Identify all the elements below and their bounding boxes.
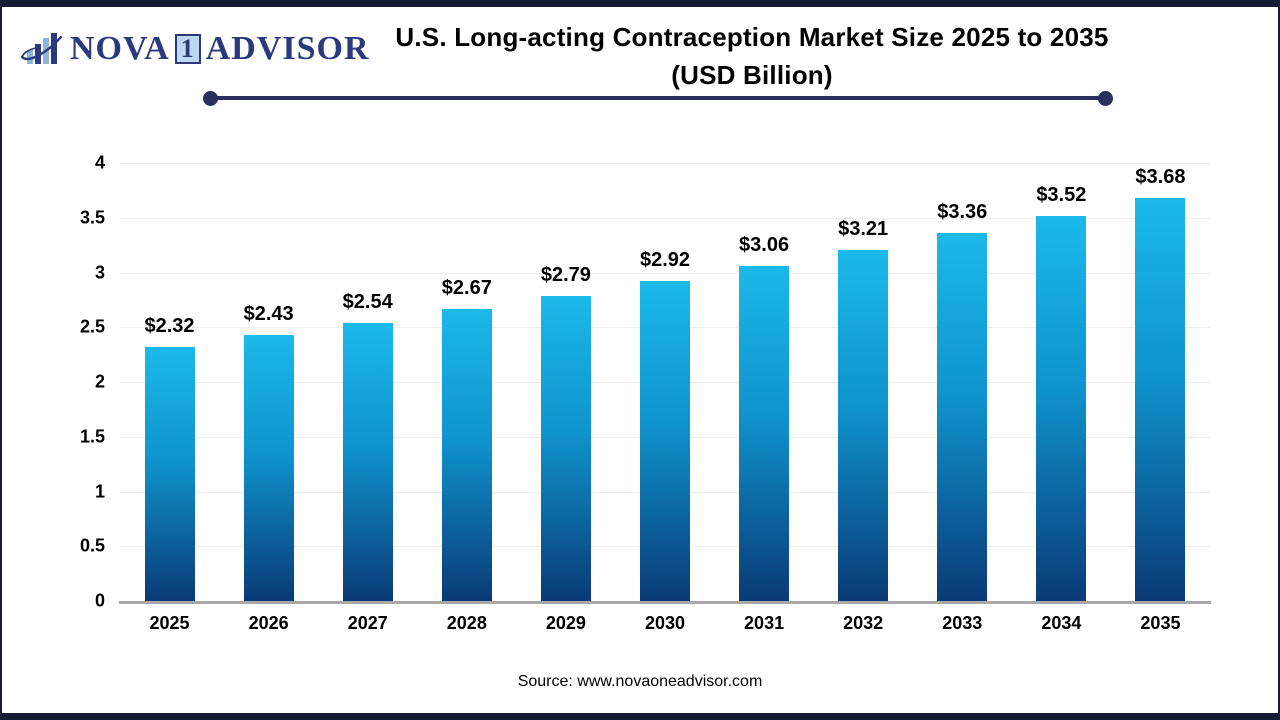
brand-name-prefix: NOVA bbox=[70, 30, 170, 67]
bar bbox=[441, 308, 492, 601]
x-tick-label: 2028 bbox=[446, 613, 487, 633]
x-tick-label: 2033 bbox=[942, 613, 983, 633]
y-tick-label: 0.5 bbox=[79, 535, 105, 556]
x-axis-baseline bbox=[119, 601, 1211, 604]
plot-area: $2.32 $2.43 $2.54 $2.67 $2.79 $2.92 $3.06 $3.21… bbox=[120, 163, 1210, 601]
y-tick-label: 3.5 bbox=[79, 207, 105, 228]
source-text: Source: www.novaoneadvisor.com bbox=[517, 673, 763, 690]
y-tick-label: 4 bbox=[94, 152, 105, 173]
bar-value-label: $2.79 bbox=[540, 263, 591, 286]
bar bbox=[243, 334, 294, 601]
x-tick-label: 2027 bbox=[347, 613, 388, 633]
bar-value-label: $3.68 bbox=[1135, 166, 1186, 189]
brand-logo: NOVA 1 ADVISOR bbox=[20, 30, 370, 68]
bar bbox=[739, 265, 790, 601]
brand-name: NOVA 1 ADVISOR bbox=[70, 30, 370, 68]
bar-value-label: $3.06 bbox=[739, 233, 790, 256]
y-tick-label: 2.5 bbox=[79, 316, 105, 337]
chart-title-line2: (USD Billion) bbox=[671, 60, 833, 90]
x-tick-label: 2034 bbox=[1041, 613, 1082, 633]
title-divider-line bbox=[210, 96, 1105, 100]
x-tick-label: 2026 bbox=[248, 613, 289, 633]
y-tick-label: 1.5 bbox=[79, 426, 105, 447]
x-axis: 2025 2026 2027 2028 2029 2030 2031 2032 2033 2034… bbox=[120, 613, 1210, 639]
bar bbox=[144, 346, 195, 601]
divider-left-dot bbox=[203, 91, 218, 106]
bar-value-label: $2.67 bbox=[441, 276, 492, 299]
bar bbox=[838, 249, 889, 601]
y-axis: 0 0.5 1 1.5 2 2.5 3 3.5 4 bbox=[2, 153, 105, 611]
x-tick-label: 2031 bbox=[744, 613, 785, 633]
bar bbox=[1036, 215, 1087, 601]
x-tick-label: 2025 bbox=[149, 613, 190, 633]
divider-right-dot bbox=[1098, 91, 1113, 106]
bar bbox=[1135, 198, 1186, 601]
bar-value-label: $2.43 bbox=[243, 302, 294, 325]
brand-name-suffix: ADVISOR bbox=[205, 30, 370, 67]
bar bbox=[540, 295, 591, 601]
bar bbox=[937, 233, 988, 601]
bar-value-label: $2.92 bbox=[639, 249, 691, 272]
x-tick-label: 2030 bbox=[644, 613, 686, 633]
x-tick-label: 2032 bbox=[843, 613, 884, 633]
gridline bbox=[120, 217, 1210, 219]
bar bbox=[640, 281, 690, 601]
y-tick-label: 3 bbox=[94, 262, 105, 282]
bar-value-label: $3.21 bbox=[838, 217, 889, 240]
bar-value-label: $2.54 bbox=[342, 290, 393, 313]
bar bbox=[342, 322, 393, 601]
bar-value-label: $3.52 bbox=[1036, 183, 1087, 206]
x-tick-label: 2029 bbox=[545, 613, 586, 633]
bar-chart-swoosh-icon bbox=[20, 30, 64, 68]
chart-title-line1: U.S. Long-acting Contraception Market Si… bbox=[395, 22, 1109, 52]
y-tick-label: 0 bbox=[94, 590, 105, 611]
bar-value-label: $2.32 bbox=[144, 314, 195, 337]
brand-number-badge: 1 bbox=[174, 34, 201, 64]
chart-title: U.S. Long-acting Contraception Market Si… bbox=[342, 18, 1162, 94]
gridline bbox=[120, 163, 1210, 164]
gridline bbox=[120, 272, 1210, 274]
y-tick-label: 2 bbox=[94, 371, 105, 392]
bar-value-label: $3.36 bbox=[937, 201, 988, 224]
x-tick-label: 2035 bbox=[1140, 613, 1181, 633]
y-tick-label: 1 bbox=[94, 481, 105, 501]
